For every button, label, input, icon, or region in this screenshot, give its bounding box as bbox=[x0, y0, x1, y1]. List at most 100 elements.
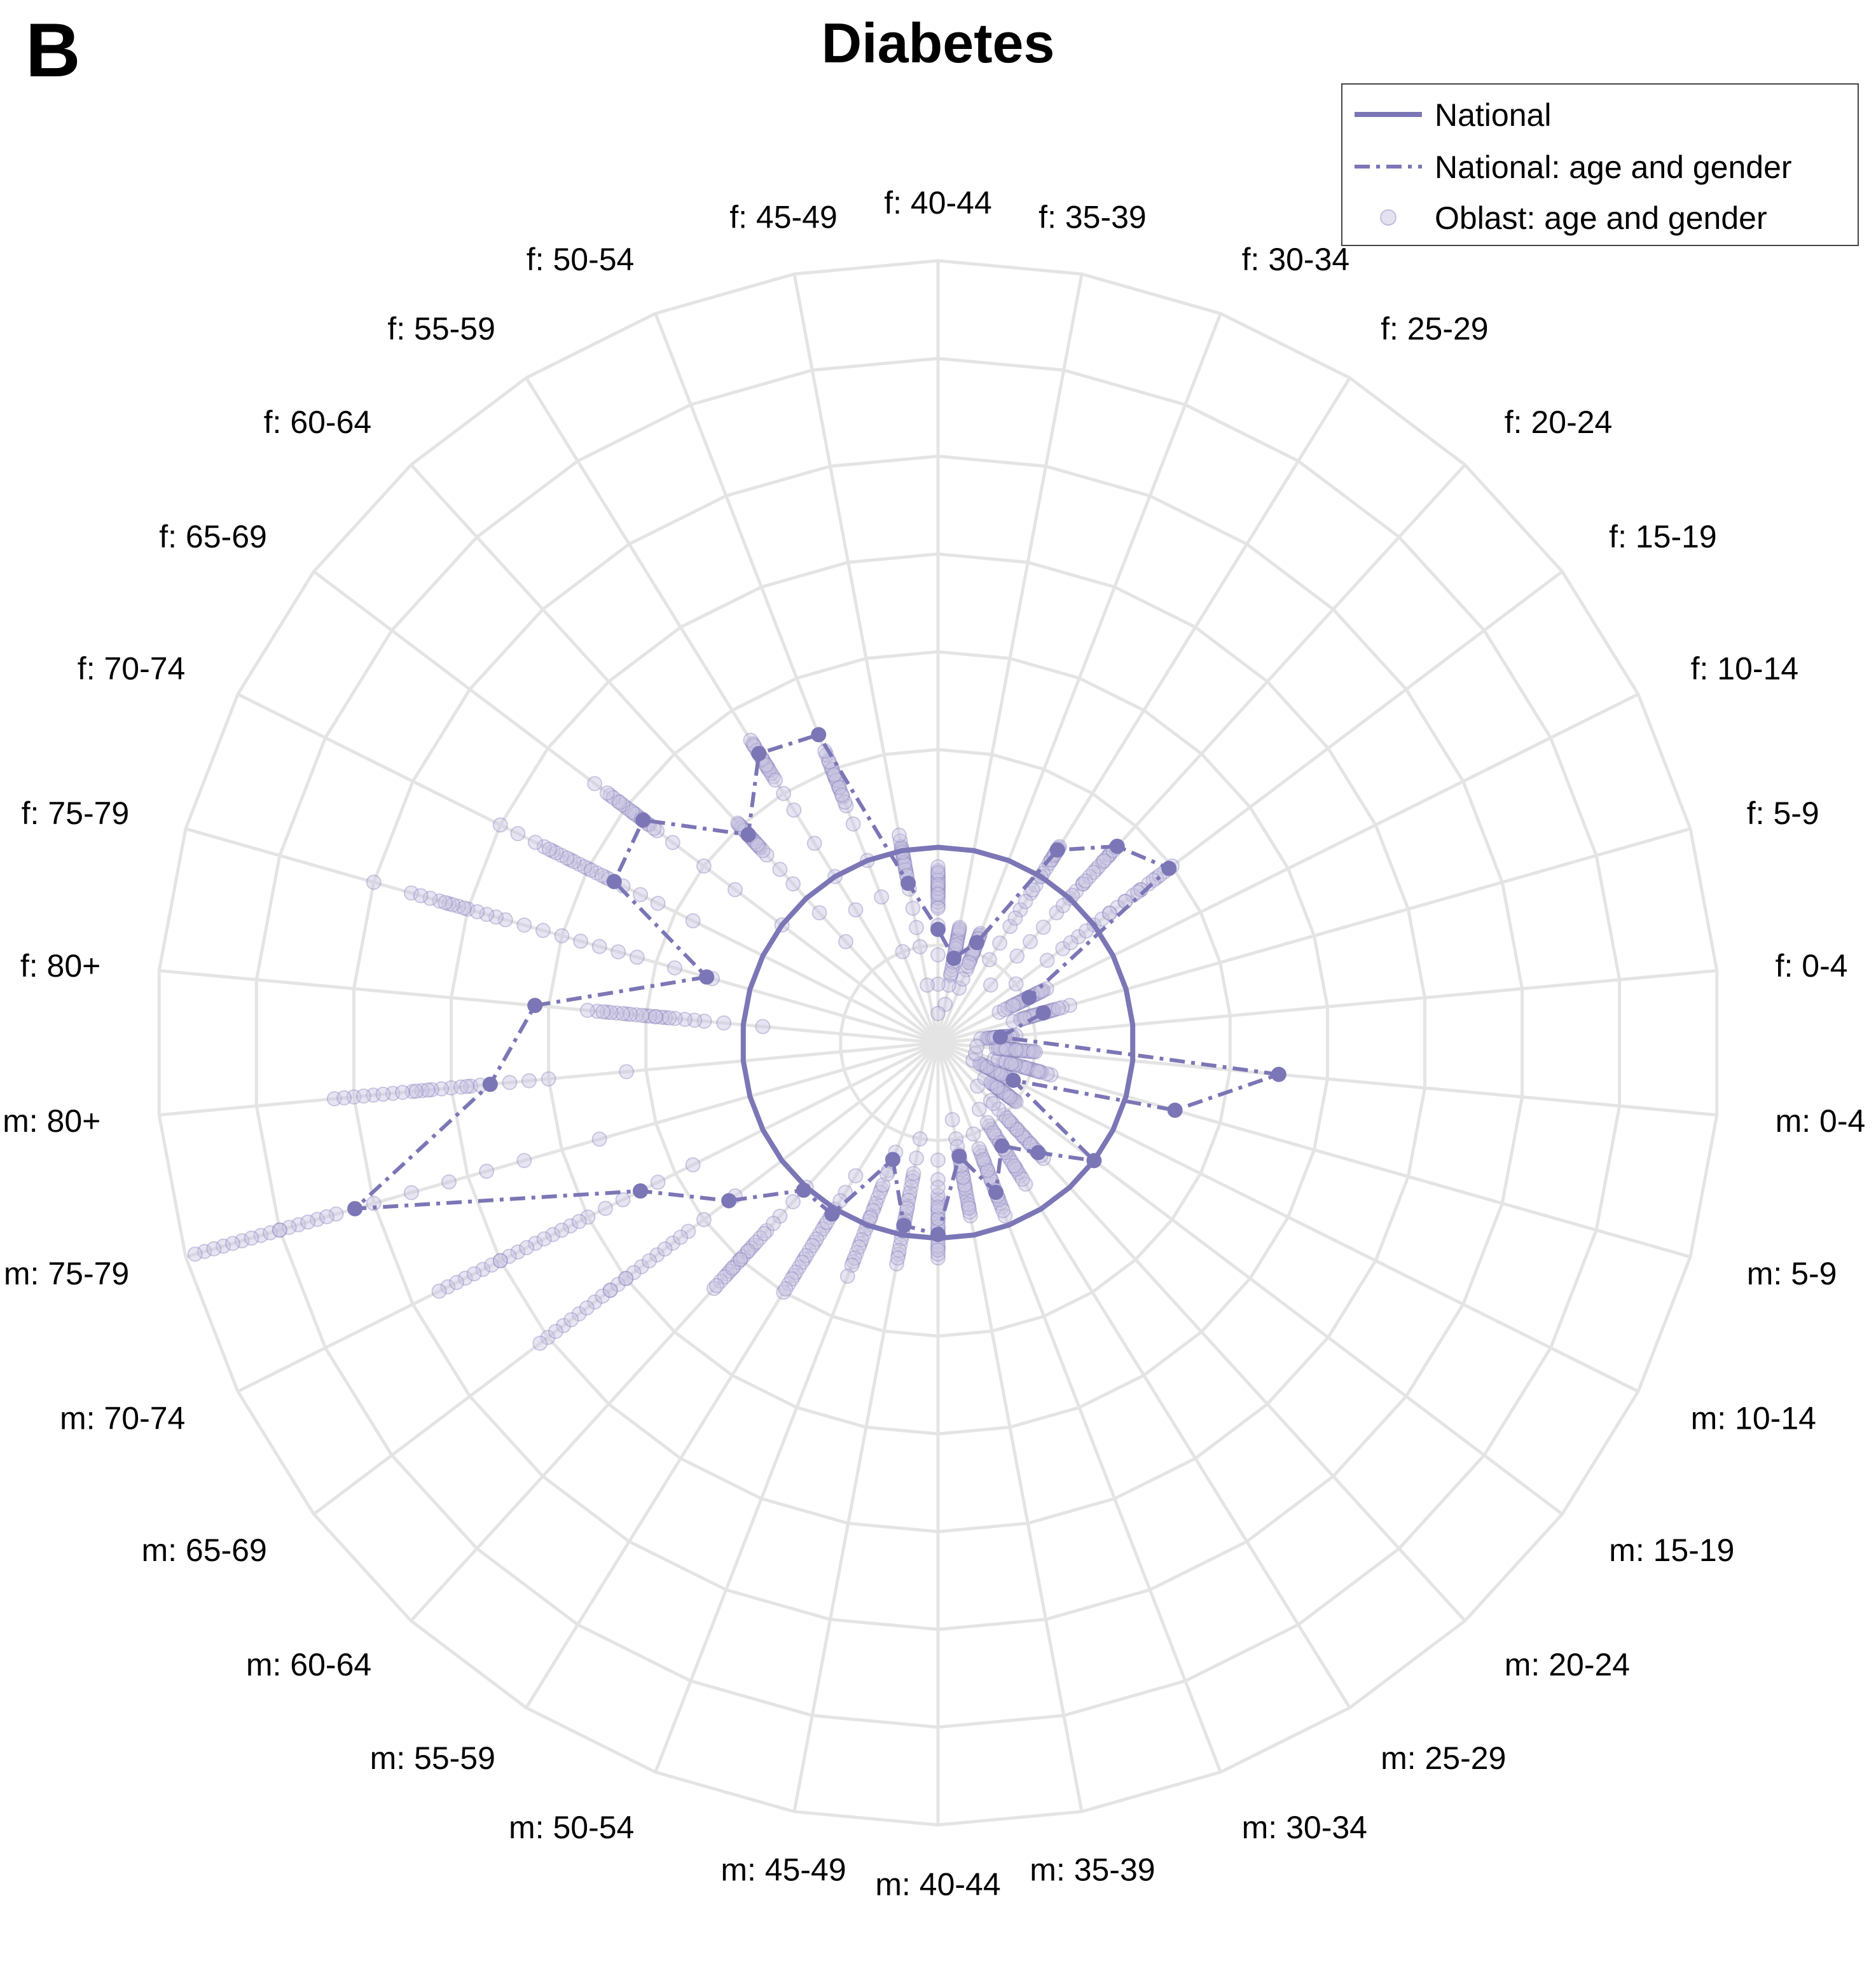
oblast-point bbox=[618, 1270, 634, 1286]
oblast-point bbox=[960, 1196, 976, 1212]
oblast-point bbox=[943, 966, 959, 982]
oblast-point bbox=[591, 1131, 607, 1147]
oblast-point bbox=[815, 1221, 831, 1237]
oblast-point bbox=[599, 785, 615, 801]
oblast-point bbox=[609, 1005, 624, 1021]
age-gender-point bbox=[994, 1138, 1010, 1154]
oblast-point bbox=[453, 1079, 469, 1095]
oblast-point bbox=[831, 780, 847, 795]
oblast-point bbox=[541, 841, 557, 857]
oblast-point bbox=[948, 937, 964, 953]
oblast-point bbox=[863, 1208, 879, 1224]
oblast-point bbox=[1001, 1113, 1017, 1129]
age-gender-point bbox=[1049, 842, 1065, 858]
oblast-point bbox=[1035, 919, 1051, 935]
oblast-point bbox=[904, 1173, 920, 1189]
oblast-point bbox=[591, 939, 607, 954]
oblast-point bbox=[950, 927, 966, 943]
oblast-point bbox=[366, 874, 382, 890]
oblast-point bbox=[909, 919, 925, 935]
oblast-point bbox=[930, 886, 946, 902]
oblast-point bbox=[895, 944, 911, 960]
oblast-point bbox=[930, 872, 946, 888]
oblast-point bbox=[1023, 1043, 1039, 1059]
national-series bbox=[740, 844, 1136, 1241]
oblast-point bbox=[959, 1188, 975, 1204]
oblast-point bbox=[998, 1041, 1014, 1057]
oblast-point bbox=[573, 933, 589, 949]
oblast-point bbox=[463, 1078, 479, 1094]
grid-spoke bbox=[937, 1041, 1691, 1259]
oblast-point bbox=[912, 939, 928, 954]
oblast-point bbox=[1009, 1161, 1024, 1177]
oblast-point bbox=[930, 1246, 946, 1262]
grid-spoke bbox=[937, 969, 1717, 1045]
oblast-point bbox=[291, 1217, 307, 1233]
oblast-point bbox=[958, 1185, 974, 1201]
age-gender-point bbox=[951, 1148, 967, 1164]
oblast-point bbox=[571, 857, 587, 872]
oblast-point bbox=[879, 1166, 895, 1182]
oblast-point bbox=[808, 1231, 824, 1247]
grid-spoke bbox=[937, 827, 1691, 1045]
oblast-point bbox=[1024, 1062, 1040, 1078]
oblast-point bbox=[785, 1194, 801, 1209]
age-gender-point bbox=[1035, 1005, 1051, 1021]
oblast-point bbox=[996, 1084, 1012, 1100]
oblast-point bbox=[965, 1126, 981, 1142]
oblast-point bbox=[993, 1082, 1009, 1098]
oblast-point bbox=[827, 771, 843, 787]
oblast-point bbox=[1000, 1088, 1016, 1104]
oblast-point bbox=[1009, 1122, 1025, 1138]
oblast-point bbox=[1031, 1064, 1047, 1080]
oblast-point bbox=[788, 1264, 804, 1280]
age-gender-point bbox=[1109, 838, 1125, 854]
oblast-point bbox=[677, 1012, 693, 1028]
oblast-point bbox=[1055, 898, 1071, 914]
oblast-point bbox=[623, 1007, 638, 1022]
grid-spoke bbox=[936, 1042, 1222, 1773]
age-gender-point bbox=[796, 1182, 811, 1198]
category-label: m: 40-44 bbox=[875, 1866, 1000, 1902]
oblast-point bbox=[595, 1288, 610, 1304]
oblast-point bbox=[949, 933, 965, 949]
oblast-point bbox=[750, 837, 766, 853]
oblast-point bbox=[755, 1019, 771, 1035]
oblast-point bbox=[930, 947, 946, 963]
oblast-point bbox=[1008, 976, 1024, 992]
oblast-point bbox=[424, 1082, 439, 1097]
oblast-point bbox=[1023, 885, 1038, 901]
age-gender-point bbox=[946, 951, 962, 967]
oblast-point bbox=[1096, 853, 1112, 869]
oblast-point bbox=[1099, 850, 1115, 866]
oblast-point bbox=[995, 1202, 1011, 1218]
legend-oblast-label: Oblast: age and gender bbox=[1435, 200, 1767, 236]
legend: National National: age and gender Oblast… bbox=[1341, 83, 1859, 246]
age-gender-point bbox=[635, 812, 651, 828]
panel-letter: B bbox=[25, 8, 81, 93]
oblast-point bbox=[798, 1248, 814, 1263]
oblast-point bbox=[726, 1259, 741, 1275]
oblast-point bbox=[784, 1271, 800, 1287]
oblast-point bbox=[768, 772, 783, 788]
oblast-point bbox=[1023, 933, 1038, 949]
oblast-point bbox=[599, 1004, 615, 1020]
oblast-point bbox=[1007, 1057, 1023, 1073]
oblast-point bbox=[488, 909, 504, 925]
oblast-point bbox=[949, 935, 965, 951]
oblast-point bbox=[666, 960, 682, 976]
oblast-point bbox=[870, 1190, 886, 1206]
oblast-point bbox=[724, 1260, 740, 1276]
oblast-point bbox=[216, 1238, 231, 1254]
oblast-point bbox=[665, 834, 680, 850]
oblast-point bbox=[930, 879, 946, 894]
oblast-point bbox=[984, 1062, 1000, 1078]
oblast-point bbox=[733, 1251, 748, 1267]
oblast-point bbox=[1005, 1091, 1021, 1107]
oblast-point bbox=[602, 787, 618, 803]
oblast-point bbox=[420, 1082, 436, 1098]
oblast-point bbox=[930, 867, 946, 883]
oblast-point bbox=[890, 1250, 906, 1266]
oblast-point bbox=[951, 980, 967, 996]
oblast-point bbox=[912, 1131, 928, 1147]
